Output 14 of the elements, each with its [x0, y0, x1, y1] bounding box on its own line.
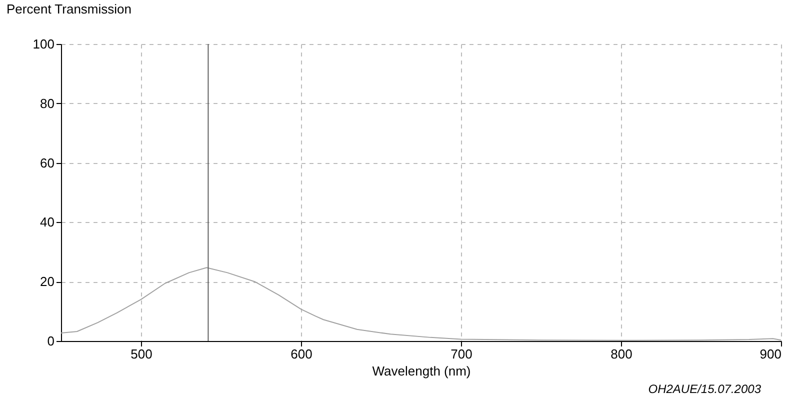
y-axis-title: Percent Transmission [6, 2, 132, 16]
x-tick-label: 900 [760, 346, 782, 362]
y-tick-label: 80 [40, 96, 54, 111]
y-tick-label: 60 [40, 155, 54, 170]
y-tick-label: 40 [40, 214, 54, 230]
y-tick-label: 20 [40, 274, 54, 290]
x-tick-label: 700 [450, 346, 472, 362]
x-tick-label: 500 [130, 346, 152, 362]
x-axis-title: Wavelength (nm) [372, 364, 471, 378]
text: OH2AUE/15.07.2003 [648, 382, 762, 396]
x-tick-label: 600 [290, 346, 312, 362]
y-tick-label: 0 [47, 334, 54, 348]
x-tick-label: 800 [610, 346, 632, 362]
y-tick-label: 100 [32, 36, 54, 52]
